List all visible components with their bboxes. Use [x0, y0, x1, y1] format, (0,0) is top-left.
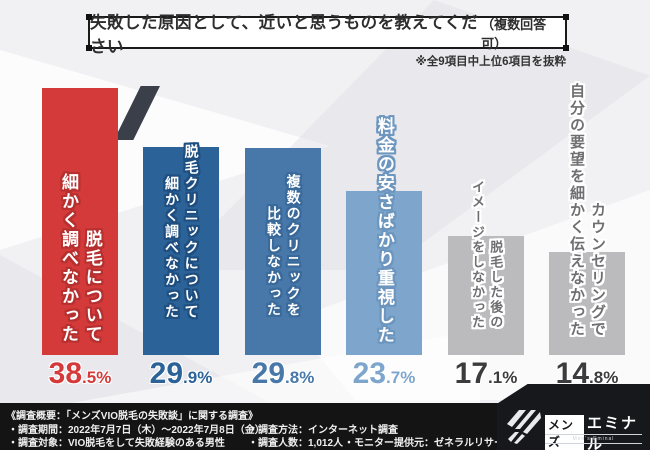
bar-label: 脱毛した後の イメージをしなかった [470, 180, 504, 330]
brand-logo: メンズ エミナル Men's Eminal [505, 408, 645, 450]
bar-label: 脱毛について 細かく調べなかった [59, 173, 102, 344]
value-decimal: .8% [285, 368, 315, 387]
value-integer: 17 [454, 357, 489, 390]
logo-divider [545, 434, 642, 435]
bar-label: 料金の安さばかり重視した [374, 117, 394, 345]
bar-label: 複数のクリニックを 比較しなかった [266, 174, 302, 318]
corner-handle [563, 45, 569, 51]
survey-method: ・調査方法：インターネット調査 [248, 425, 398, 436]
corner-handle [86, 14, 92, 20]
survey-count: ・調査人数：1,012人 [248, 438, 344, 449]
brand-badge: メンズ [545, 415, 585, 450]
logo-stripes-icon [507, 410, 541, 444]
page-title-paren: （複数回答可） [481, 16, 547, 51]
survey-overview: 《調査概要：「メンズVIO脱毛の失敗談」に関する調査》 [6, 411, 259, 422]
value-integer: 29 [149, 357, 184, 390]
chart-note: ※全9項目中上位6項目を抜粋 [415, 56, 566, 68]
survey-period: ・調査期間：2022年7月7日（木）～2022年7月8日（金） [8, 425, 265, 436]
title-box: 失敗した原因として、近いと思うものを教えてください （複数回答可） [86, 14, 569, 56]
logo-subtext: Men's Eminal [572, 436, 615, 442]
survey-monitor: ・モニター提供元：ゼネラルリサーチ [344, 438, 514, 449]
survey-target: ・調査対象：VIO脱毛をして失敗経験のある男性 [8, 438, 225, 449]
corner-handle [86, 45, 92, 51]
value-decimal: .1% [488, 368, 518, 387]
value-integer: 38 [48, 357, 83, 390]
value-integer: 29 [251, 357, 286, 390]
page-title: 失敗した原因として、近いと思うものを教えてください [90, 13, 479, 56]
value-decimal: .5% [82, 368, 112, 387]
brand-name: エミナル [587, 415, 639, 450]
value-integer: 23 [352, 357, 387, 390]
corner-handle [563, 14, 569, 20]
bar-label: カウンセリングで 自分の要望を細かく伝えなかった [568, 83, 606, 338]
bar-label: 脱毛クリニックについて 細かく調べなかった [164, 144, 200, 320]
logo-text: メンズ エミナル [545, 412, 645, 450]
value-decimal: .9% [183, 368, 213, 387]
logo-divider [545, 443, 642, 444]
value-decimal: .7% [386, 368, 416, 387]
